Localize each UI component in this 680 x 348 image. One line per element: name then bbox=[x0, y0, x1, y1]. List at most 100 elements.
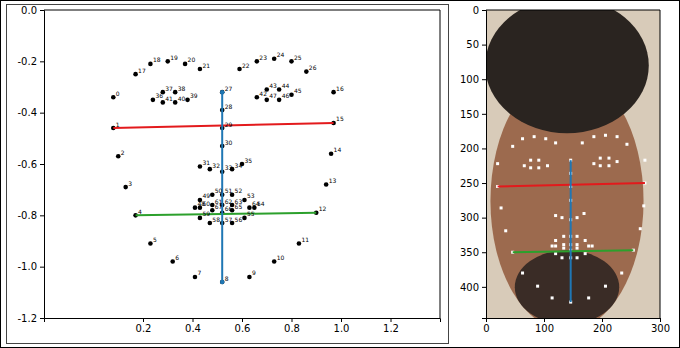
point-label: 36 bbox=[155, 92, 163, 99]
tick-label: 0.6 bbox=[235, 323, 251, 334]
point-label: 22 bbox=[242, 62, 250, 69]
point-label: 24 bbox=[277, 51, 285, 58]
tick-mark bbox=[40, 267, 44, 268]
landmark bbox=[620, 272, 623, 275]
tick-label: 0.4 bbox=[185, 323, 201, 334]
point-label: 57 bbox=[225, 216, 233, 223]
tick: 300 bbox=[651, 318, 670, 334]
landmark bbox=[587, 296, 590, 299]
point-label: 56 bbox=[235, 216, 243, 223]
point-label: 55 bbox=[247, 210, 255, 217]
point-label: 7 bbox=[197, 269, 201, 276]
tick-label: -0.4 bbox=[17, 107, 37, 118]
point-label: 14 bbox=[334, 146, 342, 153]
point-label: 17 bbox=[138, 67, 146, 74]
tick: -1.2 bbox=[17, 313, 44, 324]
tick: 0.6 bbox=[235, 318, 251, 334]
point-label: 11 bbox=[301, 236, 309, 243]
tick-mark bbox=[482, 218, 486, 219]
tick-mark bbox=[391, 318, 392, 322]
landmark bbox=[584, 252, 587, 255]
tick: 100 bbox=[460, 74, 486, 85]
landmark bbox=[581, 141, 584, 144]
point-label: 46 bbox=[282, 92, 290, 99]
point-label: 8 bbox=[225, 275, 229, 282]
landmark bbox=[576, 235, 579, 238]
tick-mark bbox=[660, 318, 661, 322]
tick-label: 0.2 bbox=[136, 323, 152, 334]
point-label: 62 bbox=[225, 198, 233, 205]
tick: 0.8 bbox=[284, 318, 300, 334]
tick-label: -0.8 bbox=[17, 210, 37, 221]
landmark bbox=[529, 166, 532, 169]
panel-border bbox=[7, 5, 449, 344]
tick-mark bbox=[482, 10, 486, 11]
landmark bbox=[576, 216, 579, 219]
tick: 200 bbox=[460, 143, 486, 154]
tick: -0.6 bbox=[17, 159, 44, 170]
landmark bbox=[551, 245, 554, 248]
landmark bbox=[591, 245, 594, 248]
photo-hair bbox=[486, 10, 649, 133]
point-label: 13 bbox=[329, 177, 337, 184]
tick-mark bbox=[341, 318, 342, 322]
landmark bbox=[604, 134, 607, 137]
tick-mark bbox=[544, 318, 545, 322]
landmark bbox=[554, 245, 557, 248]
landmark bbox=[584, 239, 587, 242]
tick-label: 0.8 bbox=[284, 323, 300, 334]
landmark bbox=[643, 159, 646, 162]
plot-area bbox=[486, 10, 660, 318]
tick-mark bbox=[602, 318, 603, 322]
point-label: 34 bbox=[235, 162, 243, 169]
y-axis: 0.0-0.2-0.4-0.6-0.8-1.0-1.2 bbox=[17, 5, 44, 324]
tick-label: 1.0 bbox=[334, 323, 350, 334]
landmark bbox=[562, 247, 565, 250]
landmark bbox=[616, 135, 619, 138]
tick-mark bbox=[482, 79, 486, 80]
landmark bbox=[642, 204, 645, 207]
tick-label: 100 bbox=[460, 74, 479, 85]
landmark bbox=[587, 245, 590, 248]
tick-mark bbox=[482, 287, 486, 288]
point-label: 38 bbox=[178, 85, 186, 92]
axis-line bbox=[40, 11, 45, 319]
frame-right bbox=[440, 10, 441, 318]
tick-mark bbox=[40, 61, 44, 62]
landmark bbox=[592, 162, 595, 165]
point-label: 65 bbox=[235, 203, 243, 210]
point-label: 5 bbox=[153, 236, 157, 243]
point-label: 60 bbox=[202, 200, 210, 207]
tick: 250 bbox=[460, 178, 486, 189]
tick-label: -1.2 bbox=[17, 313, 37, 324]
point-label: 33 bbox=[225, 164, 233, 171]
landmark bbox=[500, 206, 503, 209]
point-label: 66 bbox=[225, 205, 233, 212]
point-label: 49 bbox=[202, 192, 210, 199]
landmark bbox=[607, 157, 610, 160]
point-label: 44 bbox=[282, 82, 290, 89]
tick: 0.2 bbox=[136, 318, 152, 334]
tick: 150 bbox=[460, 109, 486, 120]
point-label: 39 bbox=[190, 92, 198, 99]
point-label: 43 bbox=[269, 82, 277, 89]
tick-mark bbox=[40, 10, 44, 11]
point-label: 23 bbox=[259, 54, 267, 61]
frame-top bbox=[44, 10, 440, 11]
landmark bbox=[554, 252, 557, 255]
tick: -1.0 bbox=[17, 261, 44, 272]
landmark bbox=[554, 141, 557, 144]
tick-mark bbox=[292, 318, 293, 322]
tick-label: 250 bbox=[460, 178, 479, 189]
landmark bbox=[511, 145, 514, 148]
point-label: 30 bbox=[225, 139, 233, 146]
axis-line bbox=[45, 319, 441, 323]
landmark bbox=[537, 159, 540, 162]
landmark bbox=[560, 216, 563, 219]
tick-mark bbox=[40, 113, 44, 114]
landmark bbox=[576, 247, 579, 250]
point-label: 41 bbox=[165, 95, 173, 102]
panel-image: 0100200300050100150200250300350400 bbox=[460, 0, 670, 334]
landmark bbox=[625, 143, 628, 146]
landmark bbox=[544, 137, 547, 140]
